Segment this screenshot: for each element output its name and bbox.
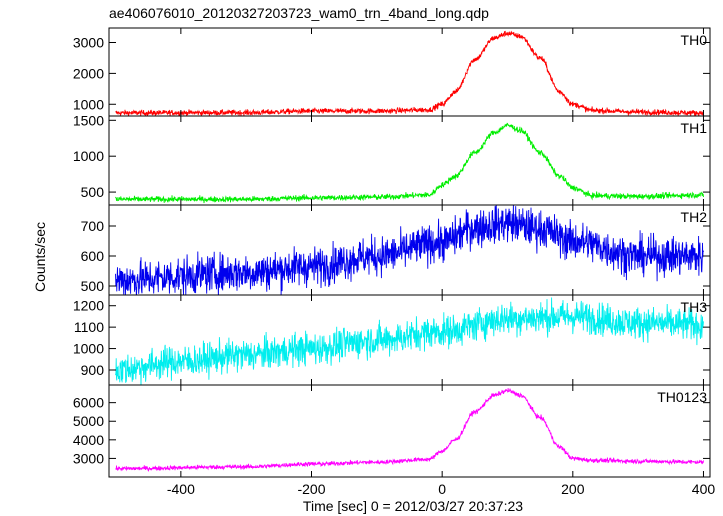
- y-tick-label: 500: [81, 184, 105, 200]
- panel-label: TH0: [681, 32, 708, 48]
- panel-label: TH0123: [657, 389, 707, 405]
- panel-th0123: 3000 4000 5000 6000 TH0123: [73, 384, 711, 478]
- series-line-th3: [115, 297, 704, 385]
- x-axis-label: Time [sec] 0 = 2012/03/27 20:37:23: [303, 498, 523, 514]
- y-tick-label: 1500: [73, 112, 104, 128]
- y-axis-label: Counts/sec: [32, 222, 48, 292]
- x-tick-label: 0: [438, 481, 446, 497]
- y-tick-label: 2000: [73, 65, 104, 81]
- series-line-th1: [115, 122, 704, 204]
- y-tick-label: 1100: [74, 319, 104, 335]
- panel-frame: [108, 115, 711, 206]
- y-tick-label: 600: [81, 248, 105, 264]
- panel-th2: 500 600 700 TH2: [81, 204, 711, 296]
- x-tick-label: -400: [167, 481, 195, 497]
- y-tick-label: 3000: [73, 35, 104, 51]
- panel-label: TH2: [681, 209, 708, 225]
- series-line-th0: [115, 30, 704, 116]
- y-tick-label: 1000: [73, 341, 104, 357]
- series-line-th0123: [115, 387, 704, 472]
- x-tick-label: 200: [561, 481, 585, 497]
- y-tick-label: 500: [81, 278, 105, 294]
- x-tick-label: -200: [297, 481, 325, 497]
- y-tick-label: 1000: [73, 148, 104, 164]
- panel-th1: 500 1000 1500 TH1: [73, 112, 711, 206]
- y-tick-label: 900: [81, 362, 105, 378]
- y-tick-label: 4000: [73, 432, 104, 448]
- panel-th3: 900 1000 1100 1200 TH3: [73, 294, 711, 386]
- chart-title: ae406076010_20120327203723_wam0_trn_4ban…: [109, 5, 489, 21]
- panel-label: TH1: [681, 120, 708, 136]
- y-tick-label: 5000: [73, 413, 104, 429]
- y-tick-label: 6000: [73, 395, 104, 411]
- x-tick-label: 400: [692, 481, 716, 497]
- y-tick-label: 1200: [73, 298, 104, 314]
- panel-frame: [108, 384, 711, 478]
- y-tick-label: 700: [81, 218, 105, 234]
- panel-label: TH3: [681, 299, 708, 315]
- series-line-th2: [115, 205, 704, 295]
- panel-th0: 1000 2000 3000 TH0: [73, 27, 711, 117]
- y-tick-label: 3000: [73, 450, 104, 466]
- panel-frame: [108, 27, 711, 117]
- y-tick-label: 1000: [73, 96, 104, 112]
